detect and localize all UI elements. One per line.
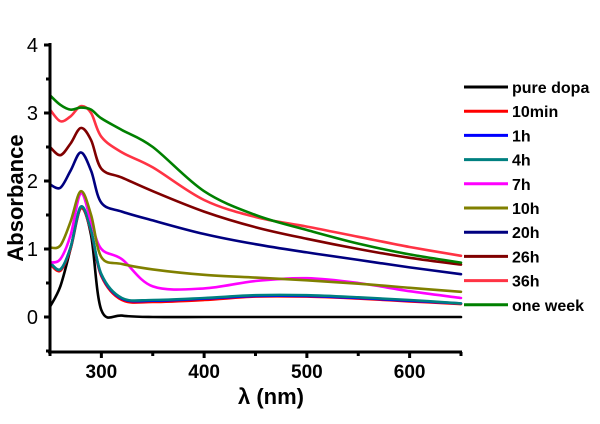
series-line-36h — [48, 104, 463, 258]
legend-label: 4h — [512, 153, 531, 170]
y-tick-label: 3 — [27, 103, 38, 125]
x-axis-title: λ (nm) — [238, 384, 304, 409]
legend-label: 10h — [512, 201, 540, 218]
series-layer — [48, 94, 463, 319]
legend: pure dopa 10min 1h 4h 7h 10h 20h 26h 36h one week — [464, 80, 589, 315]
legend-label: 36h — [512, 274, 540, 291]
series-line-26h — [48, 126, 463, 266]
series-line-10h — [48, 189, 463, 294]
x-tick-label: 400 — [188, 362, 220, 383]
legend-label: pure dopa — [512, 80, 589, 97]
axes — [48, 43, 462, 354]
x-tick-label: 300 — [86, 362, 118, 383]
x-tick-label: 500 — [291, 362, 323, 383]
legend-label: 20h — [512, 225, 540, 242]
legend-label: 1h — [512, 128, 531, 145]
series-line-4h — [48, 205, 463, 305]
series-line-20h — [48, 151, 463, 276]
y-tick-label: 4 — [27, 35, 38, 57]
series-line-one-week — [48, 94, 463, 264]
y-axis-title: Absorbance — [3, 134, 28, 261]
y-tick-label: 0 — [27, 307, 38, 329]
legend-label: 26h — [512, 249, 540, 266]
legend-label: 7h — [512, 177, 531, 194]
ticks: 0 1 2 3 4 300 400 500 600 — [27, 35, 463, 383]
y-tick-label: 1 — [27, 239, 38, 261]
x-tick-label: 600 — [394, 362, 426, 383]
legend-label: one week — [512, 298, 584, 315]
y-tick-label: 2 — [27, 171, 38, 193]
legend-label: 10min — [512, 104, 558, 121]
